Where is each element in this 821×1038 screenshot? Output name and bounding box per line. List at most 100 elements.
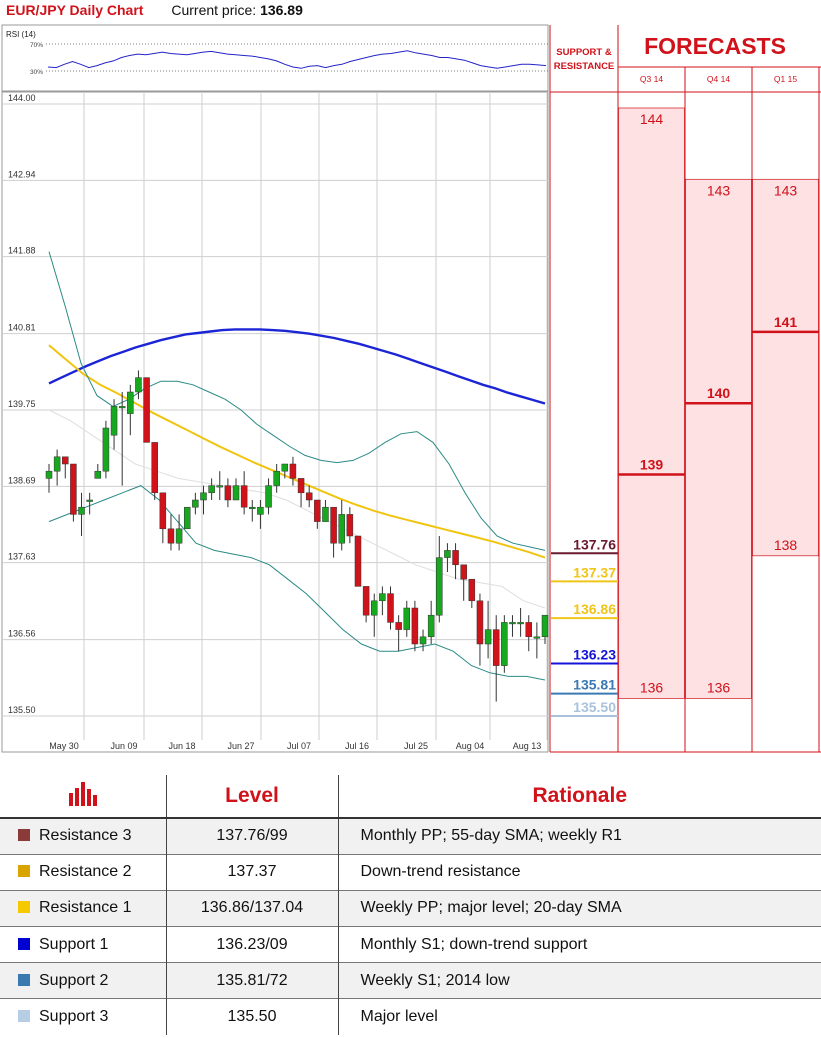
candle (110, 399, 118, 450)
candle (419, 629, 427, 652)
candle-body (281, 463, 289, 472)
candle-body (525, 622, 532, 638)
x-tick-label: Jun 09 (110, 741, 137, 751)
candle-body (249, 506, 256, 509)
x-tick-label: May 30 (49, 741, 79, 751)
level-name-cell: Support 2 (0, 962, 167, 999)
level-name-cell: Resistance 3 (0, 818, 167, 855)
candle-body (436, 557, 443, 616)
level-name-cell: Support 1 (0, 926, 167, 963)
level-name: Support 3 (39, 1008, 109, 1026)
candle-body (45, 470, 53, 479)
forecast-range (685, 178, 752, 699)
candle-body (159, 492, 167, 530)
candle-body (476, 600, 484, 645)
candle (452, 543, 459, 580)
level-color-swatch (18, 973, 30, 986)
forecast-mid-label: 140 (707, 385, 731, 401)
candle (484, 600, 492, 659)
forecast-range (752, 178, 819, 557)
candle (460, 564, 467, 601)
candle-body (118, 406, 126, 409)
candle-body (70, 463, 77, 515)
candle-body (94, 470, 102, 479)
level-header: Level (166, 775, 339, 819)
level-value: 136.86/137.04 (166, 889, 339, 927)
candle (151, 442, 158, 500)
table-row: Resistance 3 137.76/99 Monthly PP; 55-day … (0, 818, 821, 855)
candle-body (427, 614, 435, 638)
level-rationale: Monthly S1; down-trend support (338, 926, 821, 963)
candle-body (460, 564, 467, 580)
forecast-low-label: 138 (774, 537, 798, 553)
current-price-label: Current price: (171, 2, 257, 18)
sr-level-label: 136.23 (573, 646, 616, 662)
candle-body (354, 535, 362, 587)
candle (273, 464, 280, 493)
level-value: 135.81/72 (166, 962, 339, 999)
candle-body (240, 485, 248, 508)
candle (208, 478, 215, 500)
sma-20-line (48, 409, 546, 609)
candle-body (379, 593, 386, 602)
forecast-high-label: 143 (707, 182, 731, 198)
bar-chart-icon-cell (0, 775, 167, 819)
y-tick-label: 138.69 (8, 475, 36, 485)
candle-body (167, 528, 175, 544)
forecast-high-label: 143 (774, 182, 798, 198)
candle (379, 586, 386, 616)
candle-body (273, 470, 280, 486)
candle (444, 543, 451, 572)
candle (541, 614, 549, 644)
candle (257, 500, 264, 529)
level-rationale: Monthly PP; 55-day SMA; weekly R1 (338, 818, 821, 855)
level-color-swatch (18, 865, 30, 878)
candle (232, 478, 240, 501)
candle (265, 478, 272, 515)
level-rationale: Major level (338, 998, 821, 1036)
y-tick-label: 136.56 (8, 629, 36, 639)
level-name-cell: Support 3 (0, 998, 167, 1036)
rsi-70-label: 70% (30, 42, 43, 49)
level-rationale: Down-trend resistance (338, 853, 821, 891)
candle (338, 500, 345, 551)
candle (346, 507, 354, 544)
sr-title-line2: RESISTANCE (554, 61, 615, 72)
sr-title-line1: SUPPORT & (556, 47, 612, 58)
candle-body (208, 485, 215, 494)
y-tick-label: 140.81 (8, 323, 36, 333)
y-tick-label: 139.75 (8, 399, 36, 409)
candle-body (86, 499, 93, 502)
candle (102, 420, 110, 479)
candle (127, 384, 134, 436)
candle-body (110, 406, 118, 436)
forecast-low-label: 136 (640, 679, 664, 695)
table-row: Resistance 2 137.37 Down-trend resistance (0, 853, 821, 891)
candle-body (127, 391, 134, 414)
chart-header: EUR/JPY Daily Chart Current price: 136.8… (6, 2, 303, 22)
candle-body (387, 593, 394, 623)
x-tick-label: Jul 25 (404, 741, 428, 751)
candle (468, 578, 476, 608)
rsi-line (47, 50, 547, 69)
forecast-quarter-label: Q1 15 (774, 74, 797, 84)
candle (411, 600, 419, 652)
table-row: Resistance 1 136.86/137.04 Weekly PP; majo… (0, 889, 821, 927)
level-name: Resistance 2 (39, 863, 132, 881)
candle (533, 622, 541, 659)
candle (224, 478, 232, 508)
current-price: Current price: 136.89 (171, 2, 303, 18)
level-color-swatch (18, 901, 30, 914)
forecast-mid-label: 139 (640, 457, 664, 473)
plot-frame (1, 91, 549, 753)
candle (183, 506, 191, 530)
candle-body (192, 499, 199, 508)
levels-table: Level Rationale Resistance 3 137.76/99 Mon… (0, 775, 821, 1036)
candle-body (444, 550, 451, 558)
current-price-value: 136.89 (260, 2, 303, 18)
price-chart: RSI (14)70%30% 144.00142.94141.88140.811… (1, 24, 821, 753)
forecast-quarter-label: Q4 14 (707, 74, 730, 84)
x-tick-label: Jul 16 (345, 741, 369, 751)
candle-body (501, 622, 508, 666)
candle-body (517, 622, 524, 625)
